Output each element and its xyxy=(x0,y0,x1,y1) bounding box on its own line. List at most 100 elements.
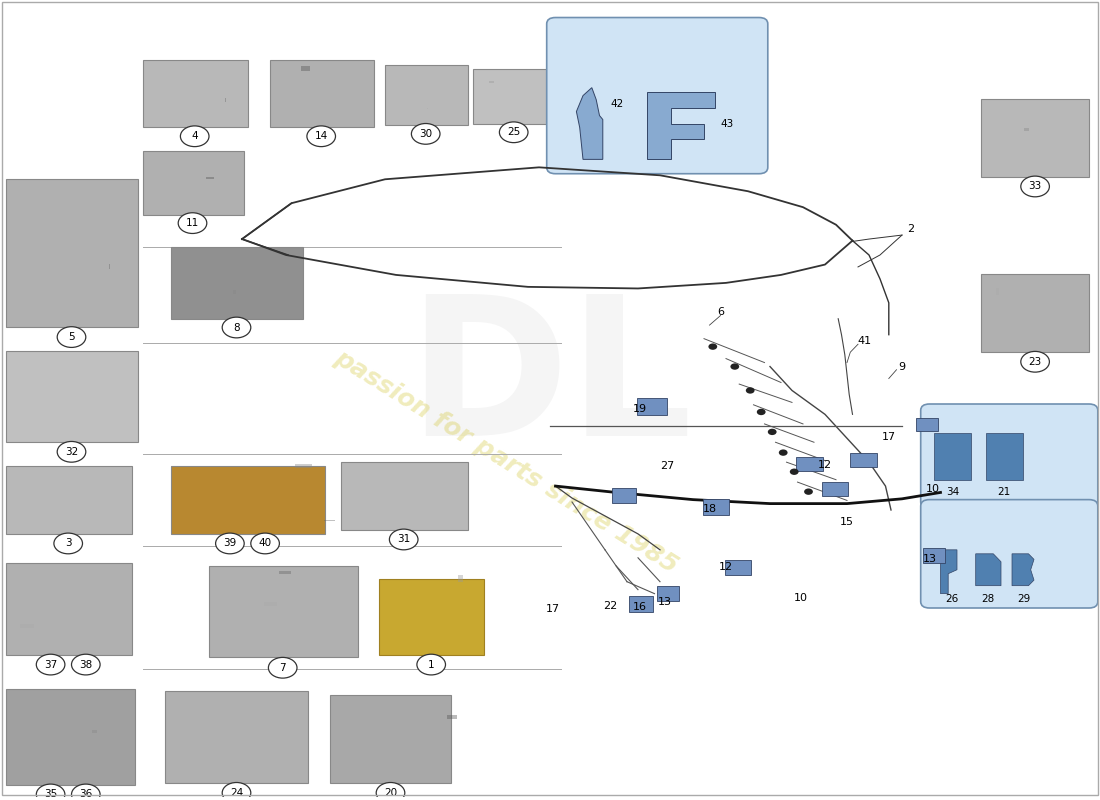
Text: 25: 25 xyxy=(507,127,520,138)
Circle shape xyxy=(768,429,777,435)
Polygon shape xyxy=(647,92,715,159)
Text: 23: 23 xyxy=(1028,357,1042,366)
Text: 35: 35 xyxy=(44,790,57,799)
Text: 7: 7 xyxy=(279,662,286,673)
Text: 13: 13 xyxy=(923,554,936,563)
Text: 26: 26 xyxy=(945,594,958,604)
FancyBboxPatch shape xyxy=(6,350,138,442)
Circle shape xyxy=(757,409,766,415)
FancyBboxPatch shape xyxy=(981,274,1089,352)
FancyBboxPatch shape xyxy=(20,624,34,628)
Circle shape xyxy=(36,784,65,800)
Text: 24: 24 xyxy=(230,788,243,798)
Text: 11: 11 xyxy=(186,218,199,228)
Circle shape xyxy=(307,126,336,146)
FancyBboxPatch shape xyxy=(725,560,751,574)
Text: 27: 27 xyxy=(661,461,674,471)
Circle shape xyxy=(180,126,209,146)
Text: 21: 21 xyxy=(998,487,1011,498)
Circle shape xyxy=(708,343,717,350)
Text: 8: 8 xyxy=(233,322,240,333)
FancyBboxPatch shape xyxy=(278,570,292,574)
Text: 18: 18 xyxy=(703,504,716,514)
Polygon shape xyxy=(1012,554,1034,586)
FancyBboxPatch shape xyxy=(473,70,556,123)
Circle shape xyxy=(779,450,788,456)
Circle shape xyxy=(499,122,528,142)
Text: 36: 36 xyxy=(79,790,92,799)
Circle shape xyxy=(376,782,405,800)
FancyBboxPatch shape xyxy=(295,464,312,469)
FancyBboxPatch shape xyxy=(323,520,336,522)
FancyBboxPatch shape xyxy=(981,99,1089,177)
Text: 42: 42 xyxy=(610,98,624,109)
FancyBboxPatch shape xyxy=(209,566,358,658)
FancyBboxPatch shape xyxy=(488,82,494,83)
Polygon shape xyxy=(976,554,1001,586)
FancyBboxPatch shape xyxy=(6,466,132,534)
FancyBboxPatch shape xyxy=(170,247,302,318)
Circle shape xyxy=(178,213,207,234)
Circle shape xyxy=(1021,176,1049,197)
Text: 14: 14 xyxy=(315,131,328,142)
Text: 38: 38 xyxy=(79,659,92,670)
Circle shape xyxy=(222,782,251,800)
FancyBboxPatch shape xyxy=(1024,128,1030,131)
Text: 33: 33 xyxy=(1028,182,1042,191)
Text: 30: 30 xyxy=(419,129,432,139)
FancyBboxPatch shape xyxy=(109,265,110,270)
Circle shape xyxy=(57,326,86,347)
Text: DL: DL xyxy=(407,289,693,477)
Circle shape xyxy=(804,489,813,495)
FancyBboxPatch shape xyxy=(850,453,877,467)
FancyBboxPatch shape xyxy=(207,177,215,179)
FancyBboxPatch shape xyxy=(986,433,1023,480)
FancyBboxPatch shape xyxy=(379,579,484,655)
Text: 17: 17 xyxy=(547,604,560,614)
Circle shape xyxy=(1021,351,1049,372)
FancyBboxPatch shape xyxy=(921,500,1098,608)
FancyBboxPatch shape xyxy=(385,66,468,125)
FancyBboxPatch shape xyxy=(796,457,823,471)
Text: 9: 9 xyxy=(899,362,905,371)
Circle shape xyxy=(57,442,86,462)
FancyBboxPatch shape xyxy=(629,596,653,612)
FancyBboxPatch shape xyxy=(6,690,135,785)
Text: 43: 43 xyxy=(720,118,734,129)
Text: 34: 34 xyxy=(946,487,959,498)
FancyBboxPatch shape xyxy=(923,548,945,562)
Circle shape xyxy=(268,658,297,678)
Text: 17: 17 xyxy=(882,432,895,442)
FancyBboxPatch shape xyxy=(921,404,1098,508)
FancyBboxPatch shape xyxy=(6,179,138,326)
Circle shape xyxy=(411,123,440,144)
Text: 12: 12 xyxy=(818,460,832,470)
Text: 40: 40 xyxy=(258,538,272,549)
Text: 19: 19 xyxy=(634,404,647,414)
Circle shape xyxy=(746,387,755,394)
Text: 5: 5 xyxy=(68,332,75,342)
Text: 13: 13 xyxy=(658,598,671,607)
FancyBboxPatch shape xyxy=(657,586,679,601)
Text: 6: 6 xyxy=(717,307,724,318)
FancyBboxPatch shape xyxy=(170,466,324,534)
Text: 2: 2 xyxy=(908,225,914,234)
Circle shape xyxy=(730,363,739,370)
FancyBboxPatch shape xyxy=(612,489,636,503)
Text: 10: 10 xyxy=(926,484,939,494)
Circle shape xyxy=(251,533,279,554)
Circle shape xyxy=(222,317,251,338)
FancyBboxPatch shape xyxy=(458,575,463,582)
Circle shape xyxy=(389,529,418,550)
FancyBboxPatch shape xyxy=(822,482,848,497)
FancyBboxPatch shape xyxy=(916,418,938,431)
Polygon shape xyxy=(576,88,603,159)
Circle shape xyxy=(54,533,82,554)
FancyBboxPatch shape xyxy=(264,602,277,606)
Circle shape xyxy=(790,469,799,475)
FancyBboxPatch shape xyxy=(934,433,971,480)
FancyBboxPatch shape xyxy=(270,60,374,127)
FancyBboxPatch shape xyxy=(143,60,248,127)
Text: 4: 4 xyxy=(191,131,198,142)
Circle shape xyxy=(216,533,244,554)
